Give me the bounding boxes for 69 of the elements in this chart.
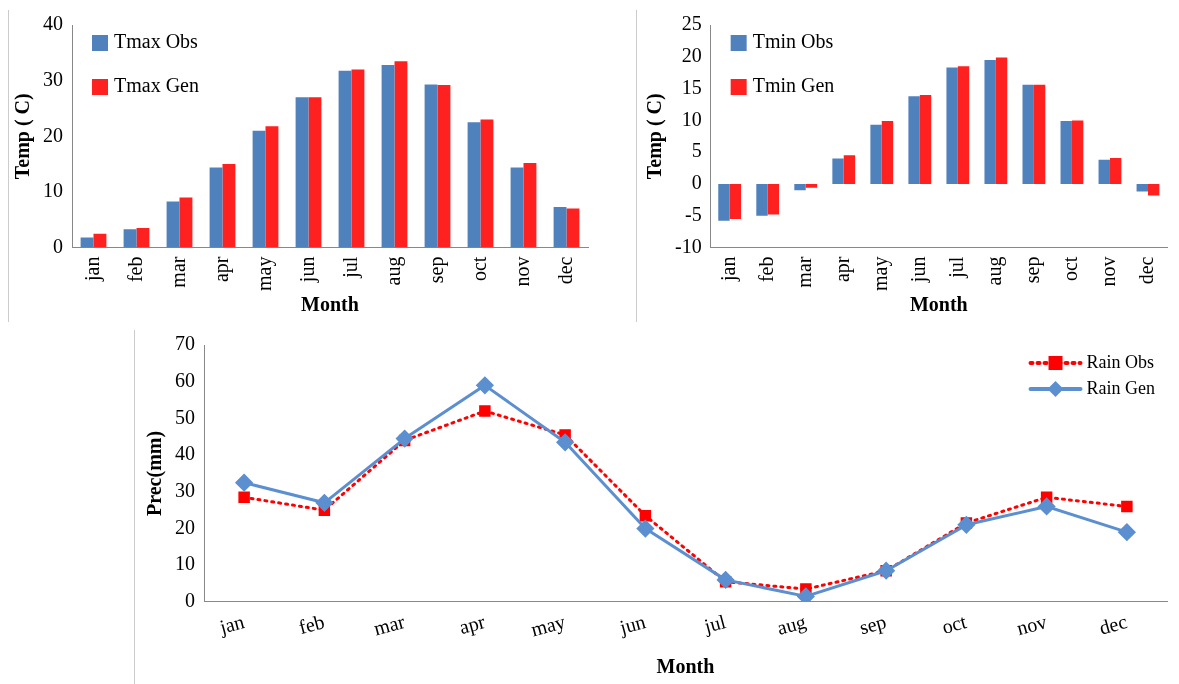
x-tick-label: jun	[616, 610, 649, 640]
y-tick-label: 50	[175, 405, 195, 428]
x-tick-label: mar	[166, 256, 189, 288]
x-tick-label: feb	[296, 610, 327, 639]
y-tick-label: -10	[674, 234, 702, 257]
legend-label: Rain Obs	[1086, 351, 1155, 372]
x-axis-title: Month	[909, 293, 968, 316]
x-tick-label: apr	[209, 256, 233, 283]
x-tick-label: jul	[700, 610, 729, 639]
x-tick-label: sep	[1021, 256, 1045, 284]
x-tick-label: dec	[1096, 610, 1130, 639]
y-tick-label: 15	[681, 75, 702, 98]
x-tick-label: jun	[295, 256, 319, 284]
y-tick-label: 30	[43, 67, 63, 90]
x-axis-title: Month	[301, 293, 359, 316]
x-tick-label: apr	[456, 610, 488, 640]
x-tick-label: oct	[467, 256, 490, 281]
y-tick-label: 0	[185, 589, 195, 612]
y-tick-label: 10	[43, 179, 63, 202]
x-tick-label: dec	[553, 256, 576, 285]
x-tick-label: apr	[831, 256, 855, 283]
x-tick-label: nov	[1014, 610, 1050, 640]
y-tick-label: 0	[691, 171, 702, 194]
y-tick-label: 70	[175, 332, 195, 355]
y-tick-label: 20	[175, 515, 195, 538]
x-tick-label: jan	[216, 610, 247, 639]
x-tick-label: jul	[945, 256, 969, 279]
y-tick-label: 20	[681, 44, 702, 67]
legend-label: Tmin Gen	[752, 74, 835, 97]
x-tick-label: feb	[123, 256, 146, 283]
y-axis-title: Temp ( C)	[643, 93, 667, 180]
y-tick-label: 10	[175, 552, 195, 575]
x-tick-label: dec	[1135, 256, 1158, 285]
x-tick-label: nov	[510, 256, 533, 287]
y-tick-label: 0	[53, 234, 63, 257]
x-tick-label: oct	[939, 610, 970, 638]
legend-label: Rain Gen	[1086, 377, 1155, 398]
x-tick-label: jan	[716, 256, 740, 282]
x-tick-label: may	[869, 256, 893, 291]
y-axis-title: Prec(mm)	[143, 430, 167, 517]
y-tick-label: 60	[175, 368, 195, 391]
x-axis-title: Month	[656, 655, 715, 678]
x-tick-label: jan	[80, 256, 104, 282]
x-tick-label: mar	[371, 610, 408, 640]
legend-label: Tmax Obs	[114, 30, 199, 53]
x-tick-label: aug	[983, 256, 1007, 286]
x-tick-label: feb	[754, 256, 777, 283]
x-tick-label: may	[252, 256, 276, 291]
y-axis-title: Temp ( C)	[11, 93, 35, 180]
x-tick-label: aug	[381, 256, 405, 286]
y-tick-label: 25	[681, 12, 702, 35]
x-tick-label: aug	[774, 610, 809, 640]
y-tick-label: 20	[43, 123, 63, 146]
x-tick-label: oct	[1059, 256, 1082, 281]
legend-label: Tmax Gen	[114, 74, 199, 97]
y-tick-label: 30	[175, 479, 195, 502]
y-tick-label: 40	[43, 12, 63, 35]
y-tick-label: 10	[681, 107, 702, 130]
x-tick-label: jul	[338, 256, 362, 279]
x-tick-label: sep	[857, 610, 889, 640]
x-tick-label: may	[528, 610, 568, 642]
x-tick-label: sep	[424, 256, 448, 284]
x-tick-label: nov	[1097, 256, 1120, 287]
legend-label: Tmin Obs	[752, 30, 834, 53]
x-tick-label: mar	[792, 256, 815, 288]
y-tick-label: 5	[691, 139, 702, 162]
y-tick-label: -5	[684, 203, 702, 226]
y-tick-label: 40	[175, 442, 195, 465]
x-tick-label: jun	[907, 256, 931, 284]
